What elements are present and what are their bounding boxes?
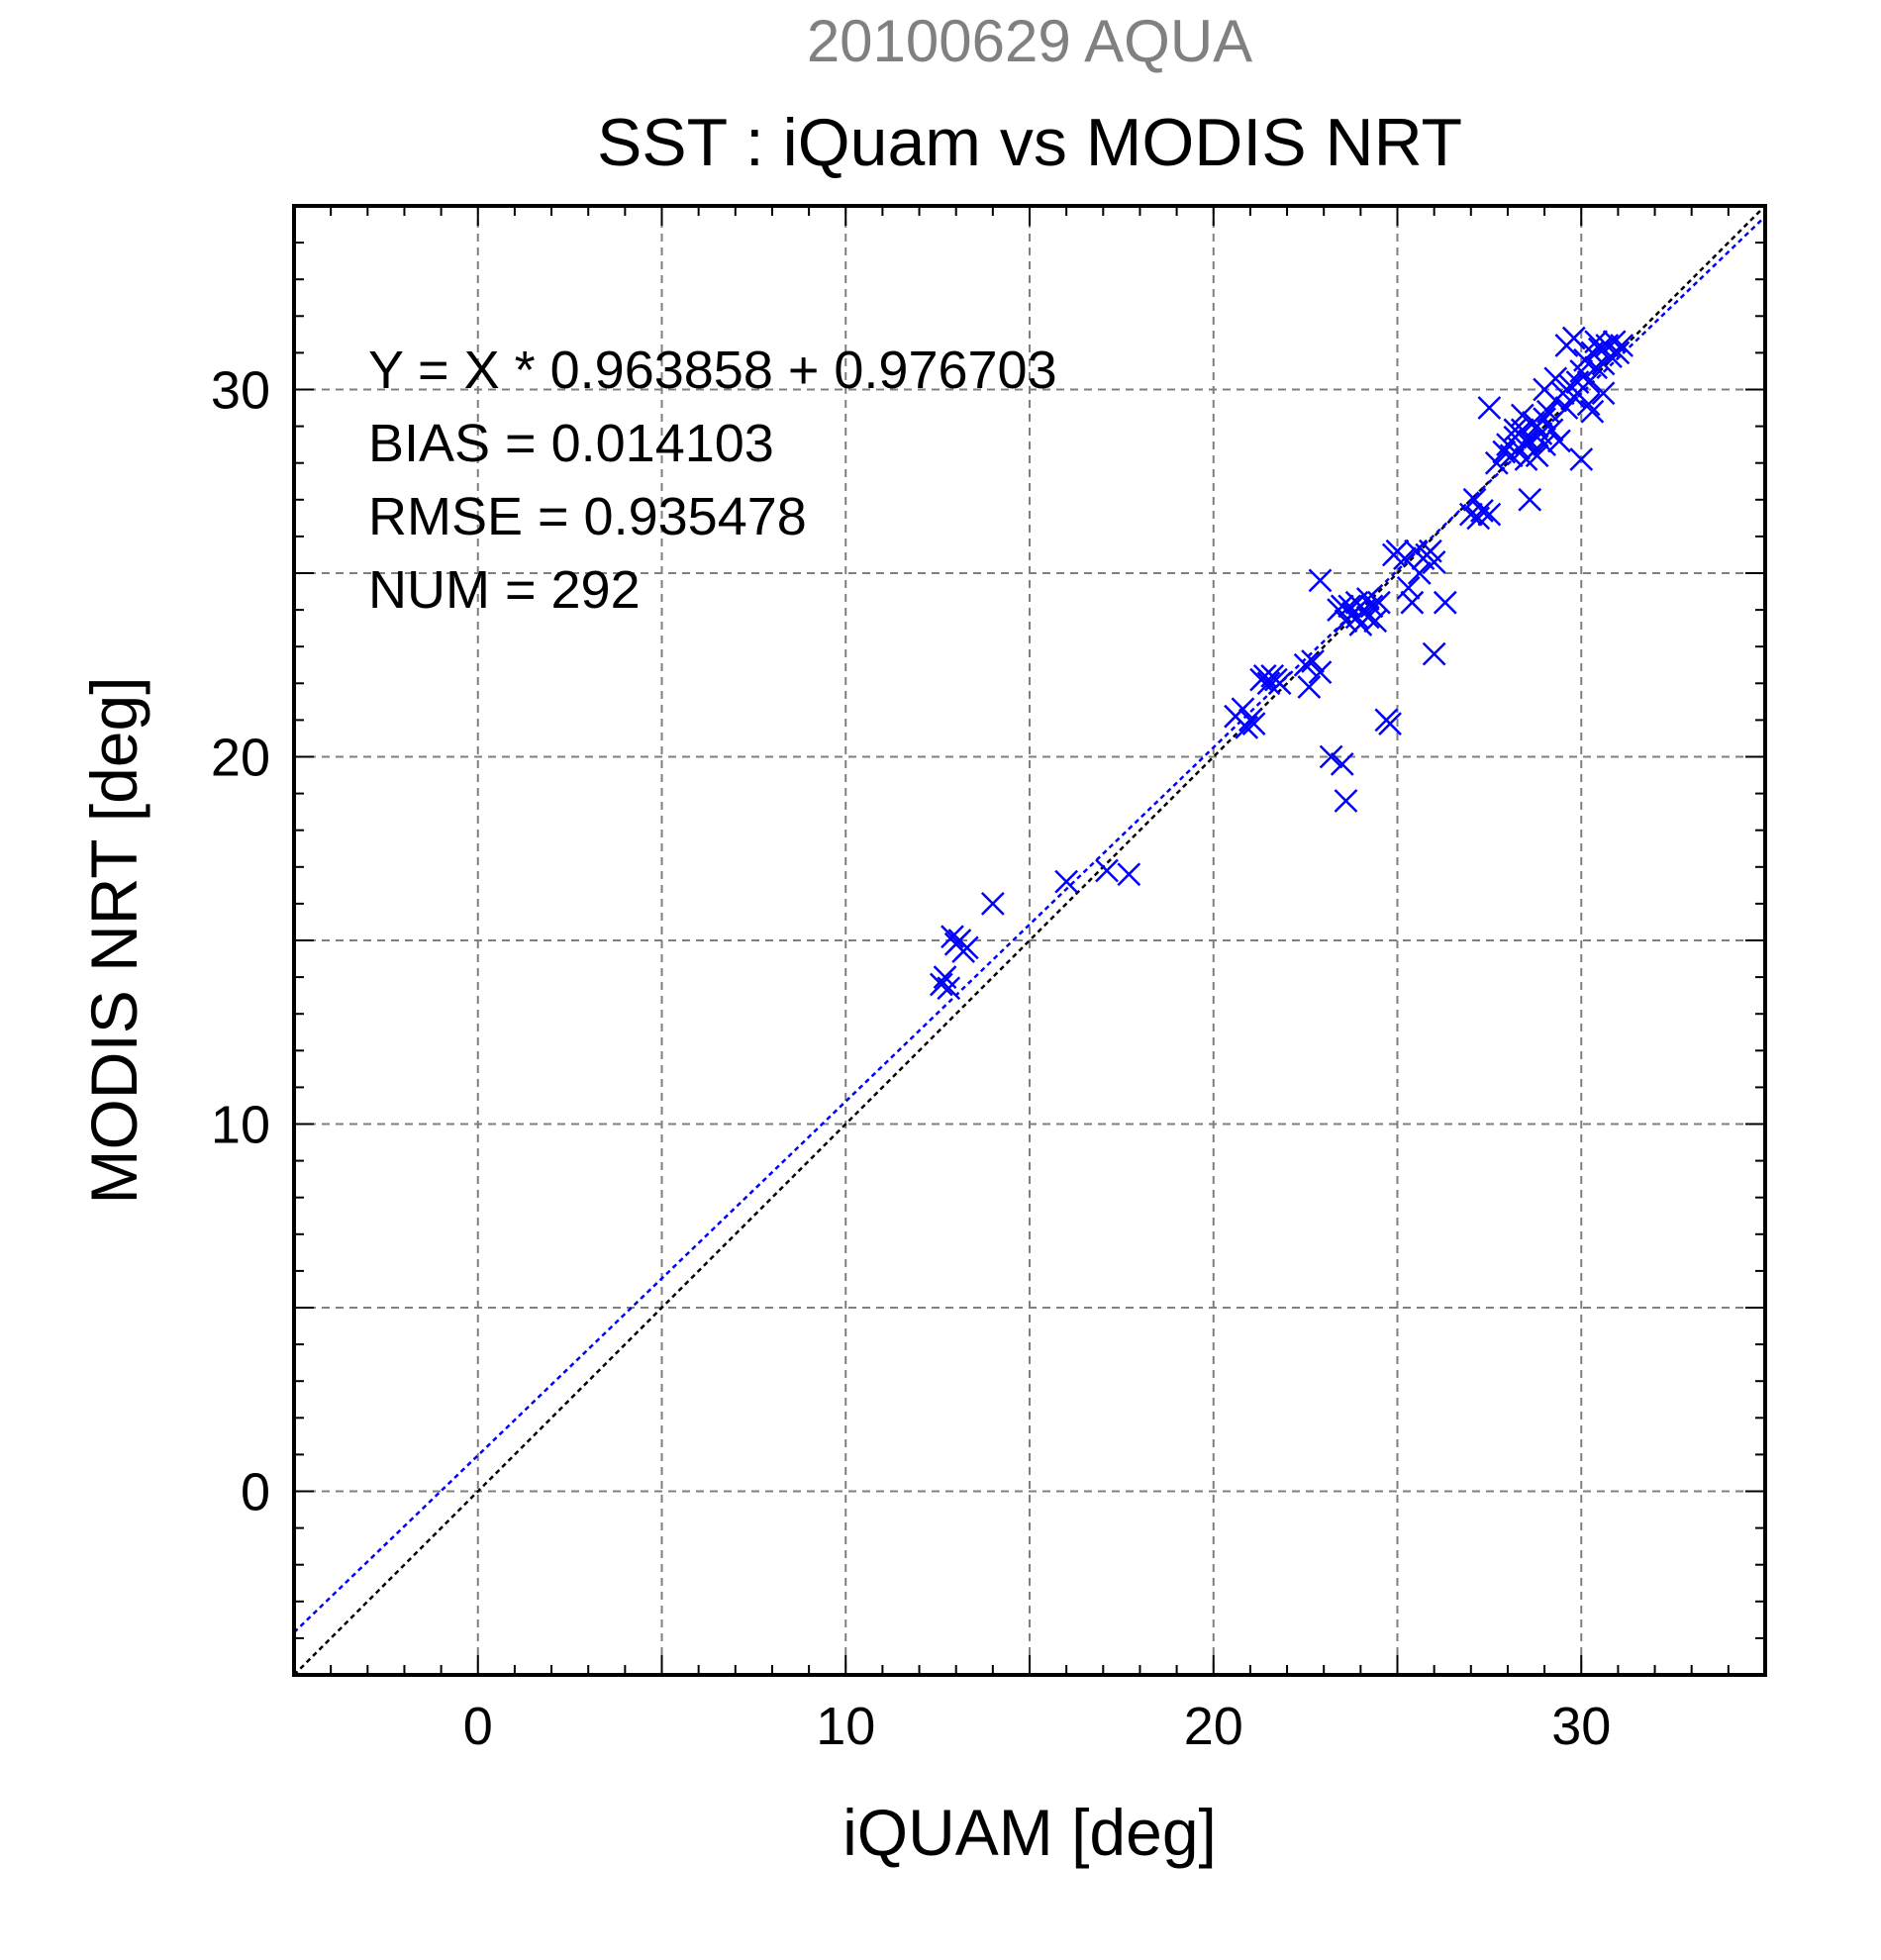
data-point <box>1433 590 1457 615</box>
data-point <box>1297 675 1322 699</box>
data-point <box>954 935 979 960</box>
axis-ticks <box>293 205 1766 1676</box>
data-point <box>1293 652 1318 677</box>
data-point <box>937 976 961 1001</box>
rmse-value: RMSE = 0.935478 <box>368 487 807 546</box>
stats-annotation: Y = X * 0.963858 + 0.976703 BIAS = 0.014… <box>368 341 1057 620</box>
data-point <box>1587 337 1612 361</box>
y-tick-label: 10 <box>211 1096 270 1155</box>
data-point <box>1477 502 1502 527</box>
x-tick-label: 10 <box>816 1697 875 1756</box>
data-point <box>1235 715 1259 739</box>
data-point <box>1576 392 1601 417</box>
data-point <box>1484 450 1509 475</box>
x-tick-label: 0 <box>463 1697 493 1756</box>
data-point <box>1539 418 1564 442</box>
data-point <box>1117 862 1141 887</box>
data-point <box>1256 671 1281 696</box>
data-point <box>1569 447 1594 471</box>
data-point <box>1344 605 1369 630</box>
data-point <box>1400 590 1425 615</box>
data-point <box>1525 443 1549 468</box>
grid-lines <box>294 206 1765 1675</box>
data-point <box>1407 561 1432 585</box>
data-point <box>1241 712 1266 735</box>
bias-value: BIAS = 0.014103 <box>368 414 774 473</box>
chart-title: SST : iQuam vs MODIS NRT <box>597 105 1462 180</box>
data-point <box>1554 396 1579 420</box>
data-point <box>1477 396 1502 420</box>
data-point <box>1301 649 1325 673</box>
data-point <box>1535 399 1560 424</box>
data-point <box>1422 641 1446 666</box>
data-point <box>1231 697 1255 722</box>
x-tick-label: 30 <box>1551 1697 1611 1756</box>
axis-tick-labels: 0 10 20 30 0 10 20 30 <box>211 361 1611 1757</box>
data-point <box>1533 407 1556 432</box>
data-point <box>1610 334 1634 357</box>
data-point <box>940 925 964 949</box>
fit-equation: Y = X * 0.963858 + 0.976703 <box>368 341 1057 400</box>
data-points <box>929 326 1634 1001</box>
data-point <box>1363 609 1388 634</box>
y-axis-label: MODIS NRT [deg] <box>77 676 150 1204</box>
data-point <box>1492 440 1517 464</box>
data-point <box>1396 575 1421 600</box>
data-point <box>1576 370 1601 394</box>
data-point <box>1606 341 1631 365</box>
data-point <box>1584 355 1608 380</box>
data-point <box>1561 326 1586 350</box>
fit-line <box>294 215 1765 1633</box>
y-tick-label: 0 <box>241 1463 270 1522</box>
data-point <box>1308 660 1333 685</box>
data-point <box>1591 381 1616 406</box>
data-point <box>1510 403 1534 428</box>
data-point <box>1267 671 1292 696</box>
data-point <box>1518 487 1542 512</box>
data-point <box>1330 594 1354 619</box>
data-point <box>1308 568 1333 593</box>
data-point <box>1337 594 1362 619</box>
data-point <box>1334 789 1358 813</box>
date-title: 20100629 AQUA <box>807 8 1252 74</box>
x-tick-label: 20 <box>1184 1697 1243 1756</box>
y-tick-label: 20 <box>211 729 270 788</box>
data-point <box>1355 587 1380 611</box>
num-value: NUM = 292 <box>368 560 641 620</box>
data-point <box>1378 712 1402 735</box>
data-point <box>1470 499 1494 523</box>
data-point <box>1584 330 1608 354</box>
data-point <box>1514 429 1538 453</box>
data-point <box>1422 549 1446 574</box>
data-point <box>1319 744 1343 769</box>
data-point <box>1547 429 1571 453</box>
data-point <box>1580 399 1605 424</box>
data-point <box>1330 752 1354 776</box>
data-point <box>1095 858 1119 883</box>
data-point <box>980 892 1005 916</box>
data-point <box>1533 433 1556 457</box>
data-point <box>929 972 953 997</box>
data-point <box>1054 869 1079 894</box>
x-axis-label: iQUAM [deg] <box>842 1796 1217 1869</box>
y-tick-label: 30 <box>211 361 270 421</box>
data-point <box>1359 594 1384 619</box>
data-point <box>1543 366 1568 391</box>
